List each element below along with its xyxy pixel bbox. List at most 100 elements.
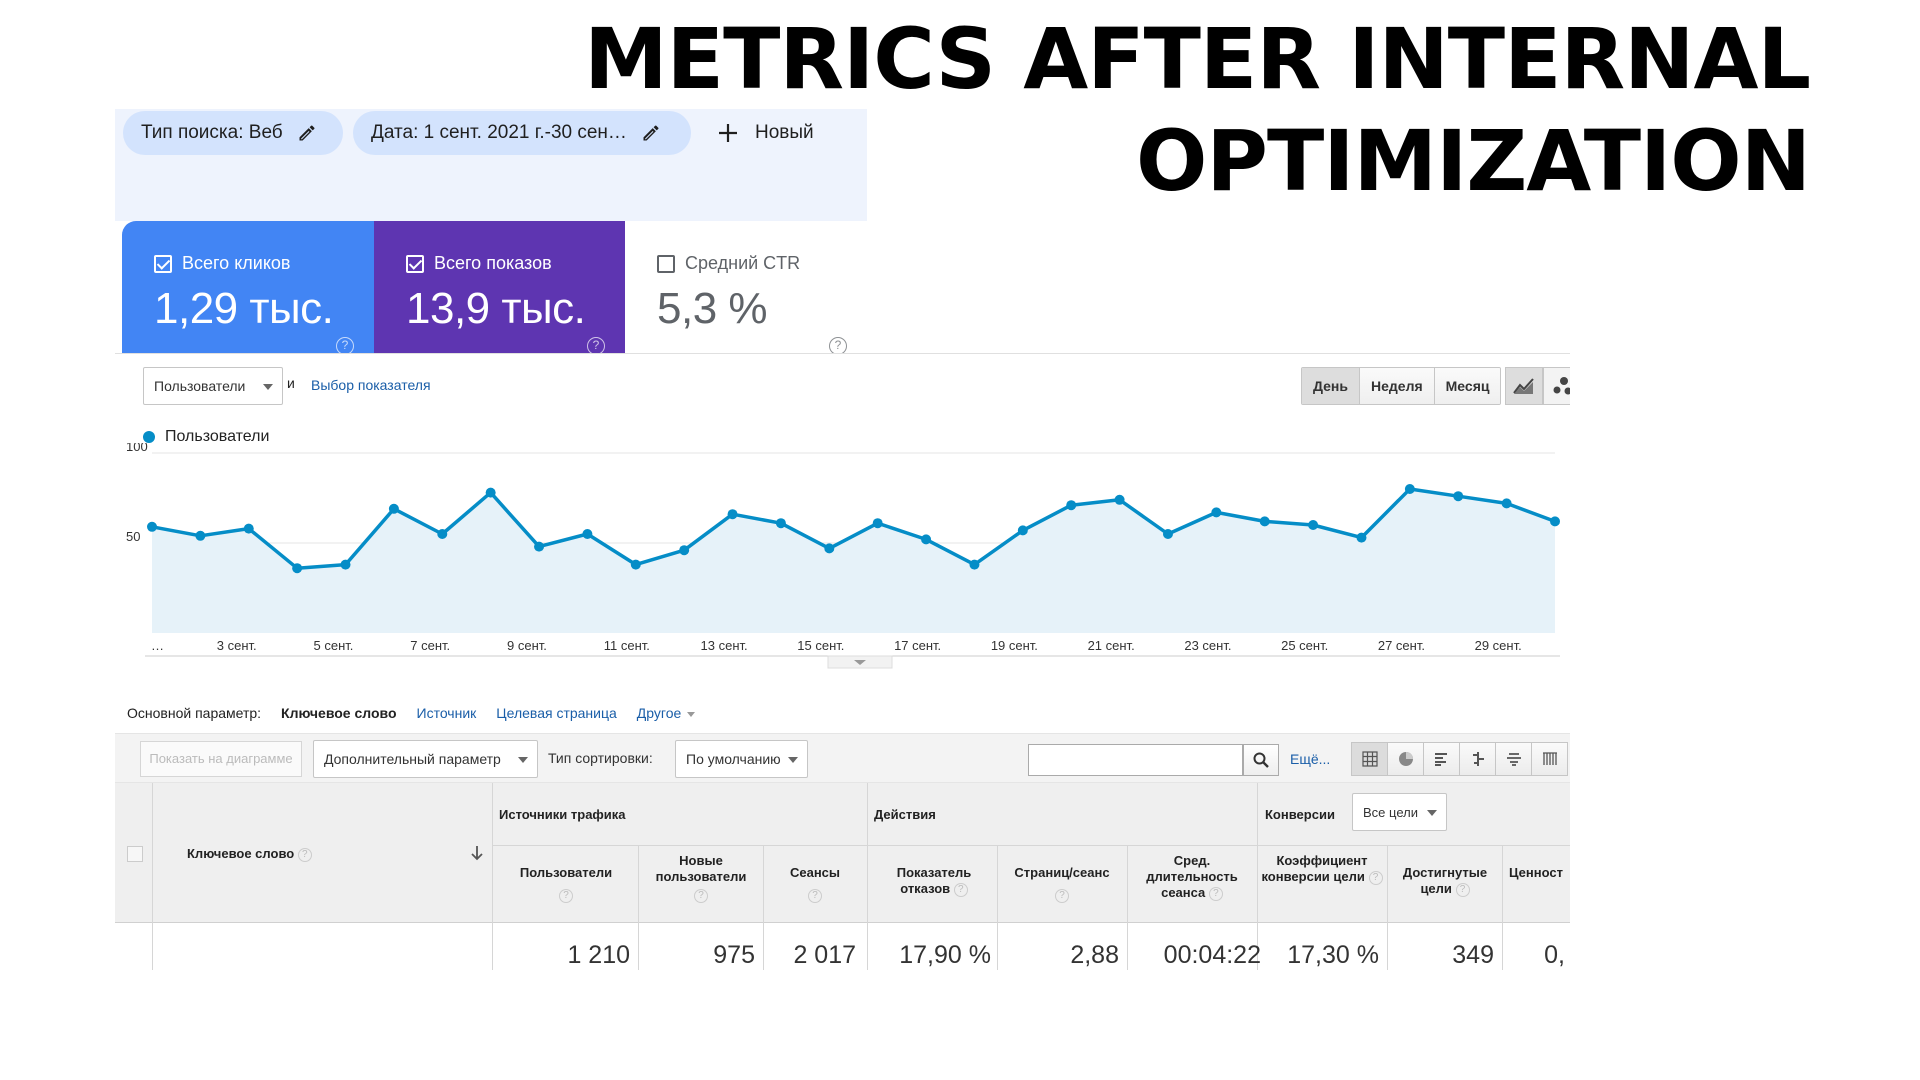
x-tick-label: 7 сент. (410, 638, 450, 653)
dimension-other-dropdown[interactable]: Другое (637, 705, 695, 721)
data-point (1356, 532, 1367, 543)
analytics-report: Пользователи и Выбор показателя День Нед… (115, 353, 1570, 970)
help-icon[interactable]: ? (1055, 889, 1069, 903)
x-tick-label: 5 сент. (314, 638, 354, 653)
sort-type-select[interactable]: По умолчанию (675, 740, 808, 778)
help-icon[interactable]: ? (1208, 886, 1223, 901)
line-chart-icon (1513, 378, 1534, 394)
data-point (1259, 516, 1270, 527)
select-all-checkbox[interactable] (127, 846, 143, 862)
col-bounce-rate-header[interactable]: Показатель отказов ? (875, 865, 993, 897)
legend-label: Пользователи (165, 428, 270, 445)
data-point (147, 521, 157, 532)
help-icon[interactable]: ? (694, 889, 708, 903)
period-week-button[interactable]: Неделя (1359, 368, 1434, 404)
view-pivot-button[interactable] (1531, 742, 1568, 776)
data-point (534, 541, 545, 552)
view-percentage-button[interactable] (1387, 742, 1424, 776)
checkbox-checked-icon[interactable] (406, 254, 424, 273)
data-point (630, 559, 641, 570)
total-goal-conversion-rate: 17,30 % (1287, 941, 1379, 969)
total-avg-session-duration: 00:04:22 (1163, 941, 1261, 969)
pivot-icon (1542, 752, 1557, 765)
more-link[interactable]: Ещё... (1290, 751, 1331, 767)
data-point (1453, 491, 1464, 502)
dimension-keyword-active: Ключевое слово (281, 705, 397, 721)
goal-select[interactable]: Все цели (1352, 793, 1447, 831)
total-bounce-rate: 17,90 % (899, 941, 991, 969)
view-term-cloud-button[interactable] (1495, 742, 1532, 776)
plus-icon (719, 124, 737, 142)
group-actions: Действия (874, 807, 936, 822)
date-range-chip[interactable]: Дата: 1 сент. 2021 г.-30 сен… (353, 111, 691, 155)
col-avg-session-duration-header[interactable]: Сред. длительность сеанса ? (1131, 853, 1253, 901)
sort-type-label: Тип сортировки: (548, 750, 653, 766)
metric-cards: Всего кликов 1,29 тыс. ? Всего показов 1… (122, 221, 867, 355)
data-point (921, 534, 932, 545)
keyword-column-header[interactable]: Ключевое слово ? (187, 846, 312, 862)
line-chart-button[interactable] (1505, 367, 1543, 405)
col-new-users-header[interactable]: Новые пользователи? (643, 853, 759, 903)
period-month-button[interactable]: Месяц (1433, 368, 1501, 404)
search-console-filter-bar: Тип поиска: Веб Дата: 1 сент. 2021 г.-30… (115, 109, 867, 221)
divider (1387, 845, 1388, 970)
col-users-header[interactable]: Пользователи? (496, 865, 636, 903)
y-tick-label: 50 (126, 529, 140, 544)
motion-chart-button[interactable] (1543, 367, 1570, 405)
view-performance-button[interactable] (1423, 742, 1460, 776)
checkbox-unchecked-icon[interactable] (657, 254, 675, 273)
data-point (1308, 520, 1319, 530)
data-point (292, 563, 303, 574)
table-search-input[interactable] (1028, 744, 1243, 776)
x-tick-label: 3 сент. (217, 638, 257, 653)
search-type-chip[interactable]: Тип поиска: Веб (123, 111, 343, 155)
col-pages-per-session-header[interactable]: Страниц/сеанс? (1001, 865, 1123, 903)
help-icon[interactable]: ? (1455, 882, 1470, 897)
x-tick-label: 27 сент. (1378, 638, 1425, 653)
data-point (437, 529, 448, 539)
search-icon (1253, 752, 1269, 768)
help-icon[interactable]: ? (297, 847, 312, 862)
help-icon[interactable]: ? (808, 889, 822, 903)
table-view-toggle (1351, 742, 1568, 776)
help-icon[interactable]: ? (1368, 870, 1383, 885)
help-icon[interactable]: ? (953, 882, 968, 897)
view-data-button[interactable] (1351, 742, 1388, 776)
x-tick-label: 21 сент. (1088, 638, 1135, 653)
pie-chart-icon (1398, 752, 1413, 766)
metric-select[interactable]: Пользователи (143, 367, 283, 405)
col-goal-completions-header[interactable]: Достигнутые цели ? (1391, 865, 1499, 897)
x-tick-label: 15 сент. (797, 638, 844, 653)
x-tick-label: 13 сент. (701, 638, 748, 653)
dimension-landing-page-link[interactable]: Целевая страница (496, 705, 617, 721)
view-comparison-button[interactable] (1459, 742, 1496, 776)
data-point (388, 503, 399, 514)
data-point (485, 487, 496, 498)
plot-rows-button[interactable]: Показать на диаграмме (140, 741, 302, 777)
data-point (243, 523, 254, 534)
help-icon[interactable]: ? (559, 889, 573, 903)
period-day-button[interactable]: День (1302, 368, 1359, 404)
total-impressions-card[interactable]: Всего показов 13,9 тыс. ? (374, 221, 625, 355)
total-impressions-label: Всего показов (434, 253, 552, 273)
total-goal-value: 0, (1544, 941, 1565, 969)
col-users-label: Пользователи (519, 865, 613, 880)
new-filter-button[interactable]: Новый (717, 111, 814, 155)
new-filter-label: Новый (755, 122, 814, 143)
col-sessions-header[interactable]: Сеансы? (766, 865, 864, 903)
average-ctr-card[interactable]: Средний CTR 5,3 % ? (625, 221, 867, 355)
dimension-source-link[interactable]: Источник (416, 705, 477, 721)
search-button[interactable] (1243, 744, 1279, 776)
checkbox-checked-icon[interactable] (154, 254, 172, 273)
primary-dimension-label: Основной параметр: (127, 705, 262, 721)
average-ctr-label: Средний CTR (685, 253, 801, 273)
choose-metric-link[interactable]: Выбор показателя (311, 377, 431, 393)
total-clicks-card[interactable]: Всего кликов 1,29 тыс. ? (122, 221, 374, 355)
col-goal-conversion-rate-header[interactable]: Коэффициент конверсии цели ? (1261, 853, 1383, 885)
divider (1127, 845, 1128, 970)
sort-arrow-down-icon[interactable] (471, 845, 483, 861)
secondary-dimension-select[interactable]: Дополнительный параметр (313, 740, 538, 778)
col-goal-value-header[interactable]: Ценност (1509, 865, 1570, 881)
secondary-dimension-label: Дополнительный параметр (324, 751, 501, 767)
col-sessions-label: Сеансы (789, 865, 841, 880)
